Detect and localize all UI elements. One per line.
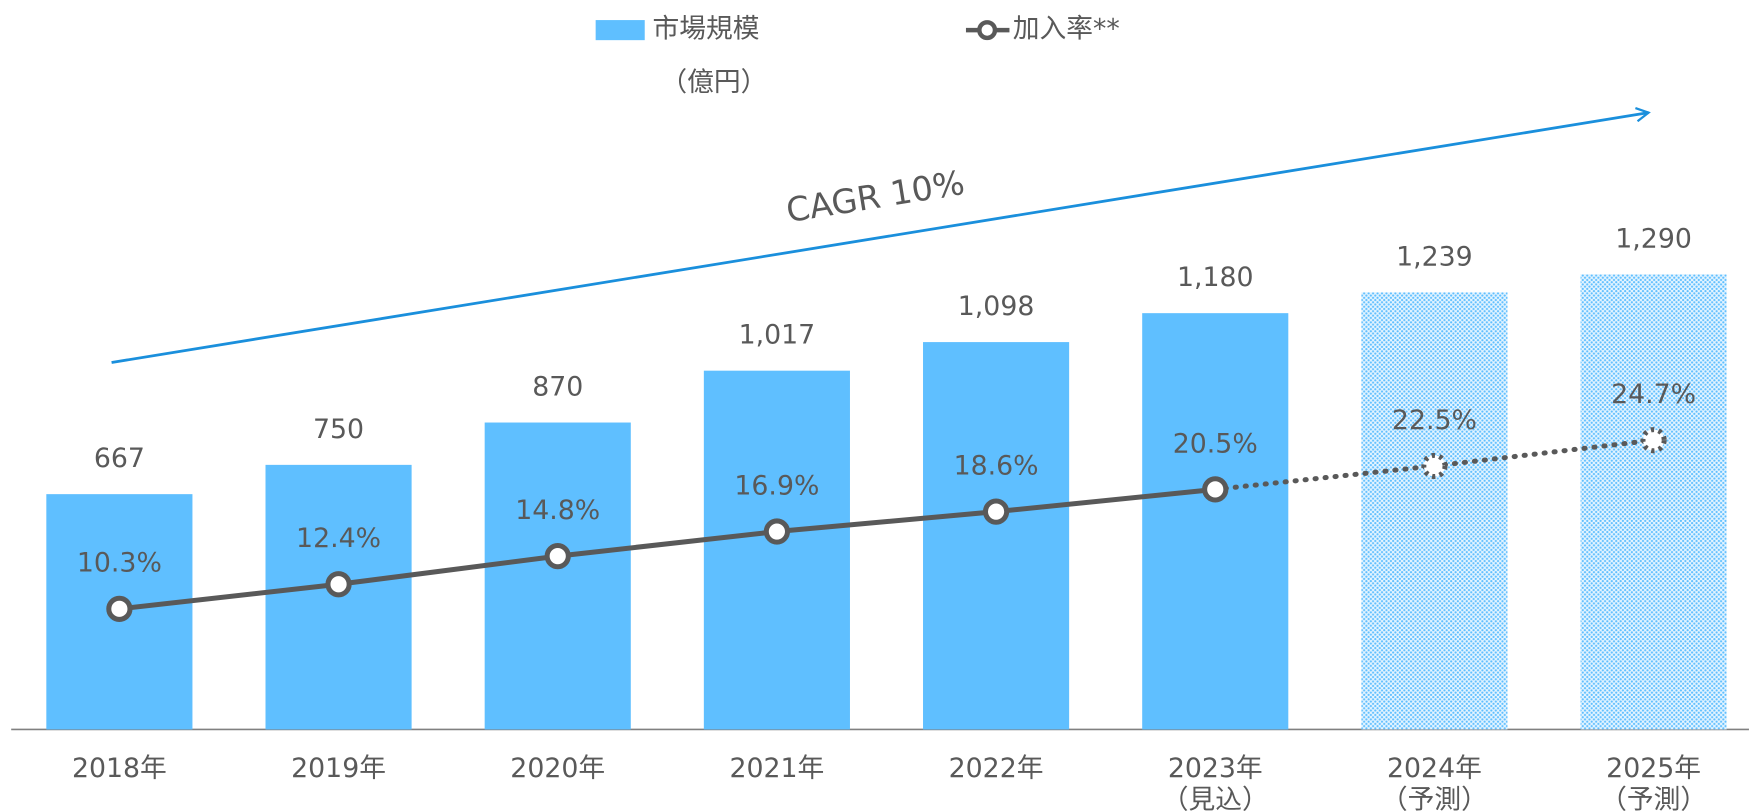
x-tick-label: 2024年 — [1387, 753, 1482, 784]
legend-bar-swatch — [595, 20, 645, 41]
x-tick-label: 2025年 — [1606, 753, 1701, 784]
bar-value-label: 1,290 — [1615, 223, 1692, 254]
bar-value-label: 667 — [94, 443, 145, 474]
bar-value-label: 750 — [313, 414, 364, 445]
bar — [1361, 292, 1508, 730]
x-tick-label: 2021年 — [729, 753, 824, 784]
bar — [484, 422, 631, 730]
line — [119, 486, 1216, 612]
bar — [1580, 274, 1727, 730]
bar-value-label: 1,098 — [958, 291, 1035, 322]
x-tick-label: （見込） — [1162, 784, 1269, 812]
line-marker — [544, 543, 571, 570]
line-forecast — [1212, 463, 1437, 492]
line-value-label: 16.9% — [734, 470, 819, 501]
line-marker — [1640, 427, 1667, 454]
x-tick-label: 2023年 — [1168, 753, 1263, 784]
legend-line-marker — [977, 20, 998, 41]
line-value-label: 22.5% — [1392, 405, 1477, 436]
x-tick-label: 2019年 — [291, 753, 386, 784]
line-value-label: 10.3% — [77, 548, 162, 579]
cagr-label: CAGR 10% — [783, 163, 967, 230]
bar-value-label: 1,180 — [1177, 262, 1254, 293]
legend-bar-label: 市場規模 — [653, 14, 760, 45]
bar — [923, 342, 1070, 730]
x-tick-label: （予測） — [1381, 784, 1488, 812]
line-marker — [1421, 452, 1448, 480]
bar-value-label: 1,017 — [739, 320, 816, 351]
bar — [703, 370, 850, 730]
line-marker — [1202, 476, 1229, 503]
bar-value-label: 870 — [532, 371, 583, 402]
x-tick-label: 2020年 — [510, 753, 605, 784]
legend-unit: （億円） — [660, 67, 767, 98]
line-value-label: 24.7% — [1611, 379, 1696, 410]
bar-value-label: 1,239 — [1396, 241, 1473, 272]
line-value-label: 20.5% — [1173, 428, 1258, 459]
line-marker — [106, 595, 133, 622]
x-tick-label: 2018年 — [72, 753, 167, 784]
line-marker — [325, 571, 352, 598]
x-tick-label: （予測） — [1600, 784, 1707, 812]
x-tick-label: 2022年 — [949, 753, 1044, 784]
cagr-arrow — [111, 113, 1649, 364]
bar — [1142, 313, 1289, 730]
line-value-label: 18.6% — [954, 451, 1039, 482]
legend-line-label: 加入率** — [1013, 14, 1120, 45]
line-marker — [982, 498, 1010, 525]
line-marker — [763, 518, 791, 545]
line-value-label: 14.8% — [515, 495, 600, 526]
line-forecast — [1431, 437, 1657, 469]
line-value-label: 12.4% — [296, 523, 381, 554]
